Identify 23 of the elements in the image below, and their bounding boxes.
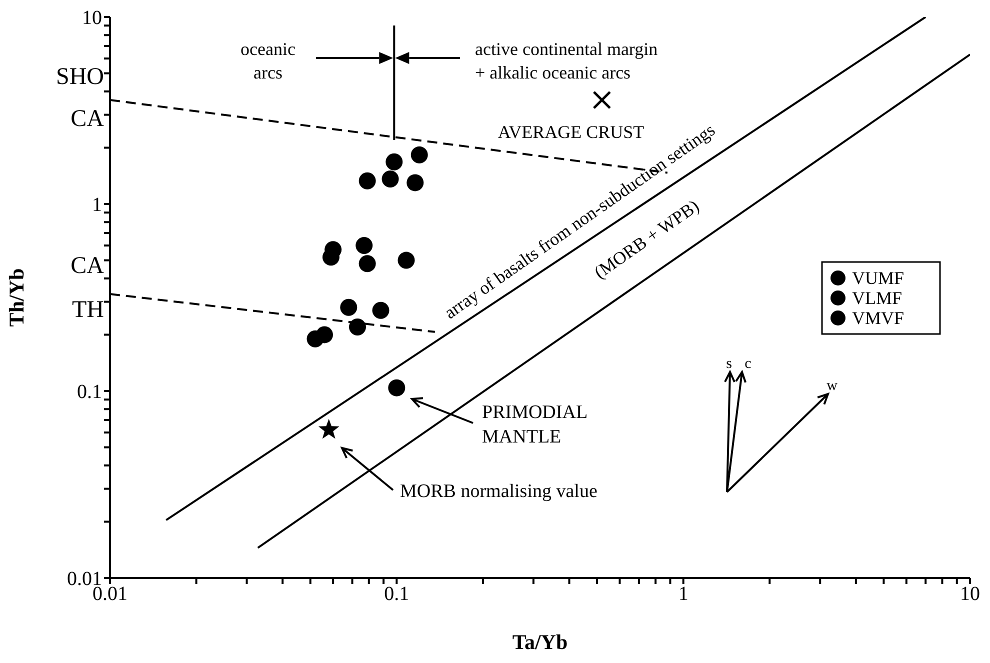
annotation: PRIMODIAL MANTLE: [482, 402, 588, 448]
legend-label: VUMF: [852, 268, 904, 288]
annotation: s: [726, 356, 732, 372]
legend-label: VLMF: [852, 288, 902, 308]
text: CA: [70, 106, 105, 132]
y-axis-title: Th/Yb: [4, 268, 28, 327]
annotation: w: [826, 378, 838, 394]
y-tick-label: 10: [82, 7, 102, 30]
y-tick-label: 1: [92, 194, 102, 216]
annotation: active continental margin + alkalic oceanic arcs: [475, 39, 658, 82]
annotation: AVERAGE CRUST: [498, 122, 644, 142]
legend-label: VMVF: [852, 308, 904, 328]
y-tick-label: 0.1: [77, 381, 102, 404]
annotation: oceanic arcs: [240, 39, 296, 82]
text: SHO: [56, 64, 104, 90]
annotation: c: [744, 356, 752, 372]
text: CA: [70, 253, 105, 279]
x-axis-title: Ta/Yb: [512, 630, 568, 654]
annotation: MORB normalising value: [400, 481, 598, 502]
x-tick-label: 10: [960, 583, 980, 606]
x-tick-label: 0.1: [384, 583, 410, 606]
x-tick-label: 1: [678, 583, 688, 606]
text: TH: [72, 297, 104, 323]
